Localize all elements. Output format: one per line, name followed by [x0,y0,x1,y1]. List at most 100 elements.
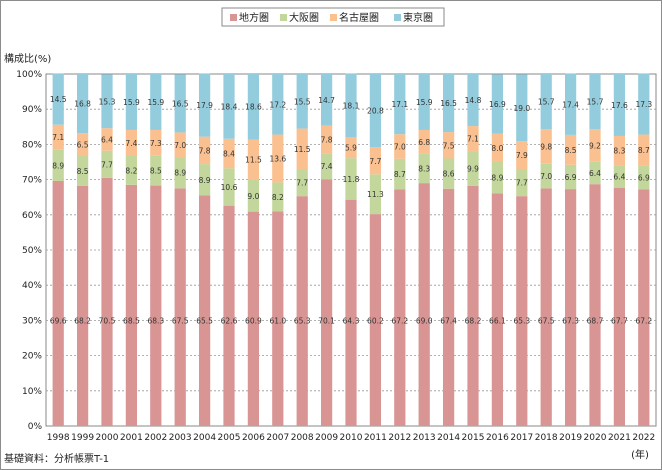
data-label: 18.6 [245,103,262,112]
bar-segment [638,165,650,190]
data-label: 67.2 [635,316,652,325]
data-label: 6.9 [565,173,577,182]
data-label: 7.8 [199,146,211,155]
bar-segment [564,189,577,426]
bar-segment [467,185,479,426]
bar-segment [418,153,430,184]
bar-segment [369,174,382,215]
bar-segment [174,74,186,133]
data-label: 19.0 [513,104,530,113]
legend-swatch [230,14,237,21]
data-label: 7.1 [467,135,479,144]
bar-segment [467,151,479,186]
bar-segment [320,153,333,180]
data-label: 9.9 [467,165,479,174]
data-label: 9.8 [540,143,552,152]
x-tick-label: 2004 [193,433,216,443]
data-label: 68.2 [74,316,91,325]
bar-segment [491,74,504,134]
data-label: 18.4 [221,102,238,111]
bar-segment [394,134,406,159]
data-label: 66.1 [489,316,506,325]
data-label: 16.8 [74,100,91,109]
data-label: 8.5 [150,167,162,176]
data-label: 17.6 [611,101,628,110]
data-label: 6.4 [101,135,113,144]
data-label: 65.3 [294,316,311,325]
data-label: 67.3 [562,316,579,325]
data-label: 16.5 [440,99,457,108]
bar-segment [272,211,284,426]
data-label: 8.4 [223,150,235,159]
bar-segment [272,74,284,135]
legend-swatch [330,14,337,21]
data-label: 7.3 [150,139,162,148]
bar-segment [345,137,357,159]
data-label: 7.0 [540,172,552,181]
y-axis-label: 構成比(%) [4,52,51,65]
y-tick-label: 70% [22,176,42,186]
bar-segment [76,74,89,134]
x-tick-label: 2017 [510,433,533,443]
x-tick-label: 2010 [340,433,363,443]
x-tick-label: 2002 [144,433,167,443]
data-label: 7.7 [101,160,113,169]
x-tick-label: 2008 [291,433,314,443]
bar-segment [52,149,64,182]
bar-segment [320,74,333,126]
bar-segment [418,183,430,426]
data-label: 17.9 [196,101,213,110]
bar-segment [247,179,260,212]
data-label: 60.2 [367,316,384,325]
data-label: 62.6 [221,316,238,325]
data-label: 8.3 [613,147,625,156]
source-note: 基礎資料：分析帳票T-1 [4,452,109,465]
bar-segment [320,125,333,154]
bar-segment [418,129,430,154]
bar-segment [174,188,186,426]
bar-segment [125,74,138,130]
x-tick-label: 2001 [120,433,143,443]
bar-segment [442,158,455,189]
data-label: 17.2 [269,100,286,109]
data-label: 68.3 [147,316,164,325]
x-tick-label: 2003 [169,433,192,443]
data-label: 8.7 [638,146,650,155]
data-label: 15.9 [416,98,433,107]
bar-segment [540,163,552,189]
data-label: 7.7 [516,179,528,188]
bar-segment [516,169,528,197]
bar-segment [589,184,601,426]
data-label: 6.4 [613,172,625,181]
data-label: 7.5 [443,141,455,150]
data-label: 7.7 [369,157,381,166]
bar-segment [296,74,308,129]
data-label: 17.4 [562,100,579,109]
legend-label: 地方圏 [239,11,269,24]
x-tick-label: 1998 [47,433,70,443]
data-label: 8.9 [174,169,186,178]
bar-segment [272,134,284,183]
legend-swatch [280,14,287,21]
bar-segment [516,141,528,170]
bar-segment [564,134,577,165]
data-label: 67.5 [172,316,189,325]
bar-segment [247,139,260,180]
bar-segment [540,129,552,164]
data-label: 8.2 [272,193,284,202]
bar-segment [76,156,89,186]
bar-segment [369,74,382,148]
bar-segment [613,165,626,188]
bar-segment [101,150,113,178]
data-label: 8.9 [199,176,211,185]
y-tick-label: 0% [28,422,43,432]
bar-segment [52,73,64,125]
bar-segment [223,205,235,426]
bar-segment [296,169,308,197]
bar-segment [564,73,577,135]
data-label: 15.7 [538,98,555,107]
bar-segment [540,188,552,426]
bar-segment [442,74,455,133]
legend-label: 大阪圏 [289,11,319,24]
